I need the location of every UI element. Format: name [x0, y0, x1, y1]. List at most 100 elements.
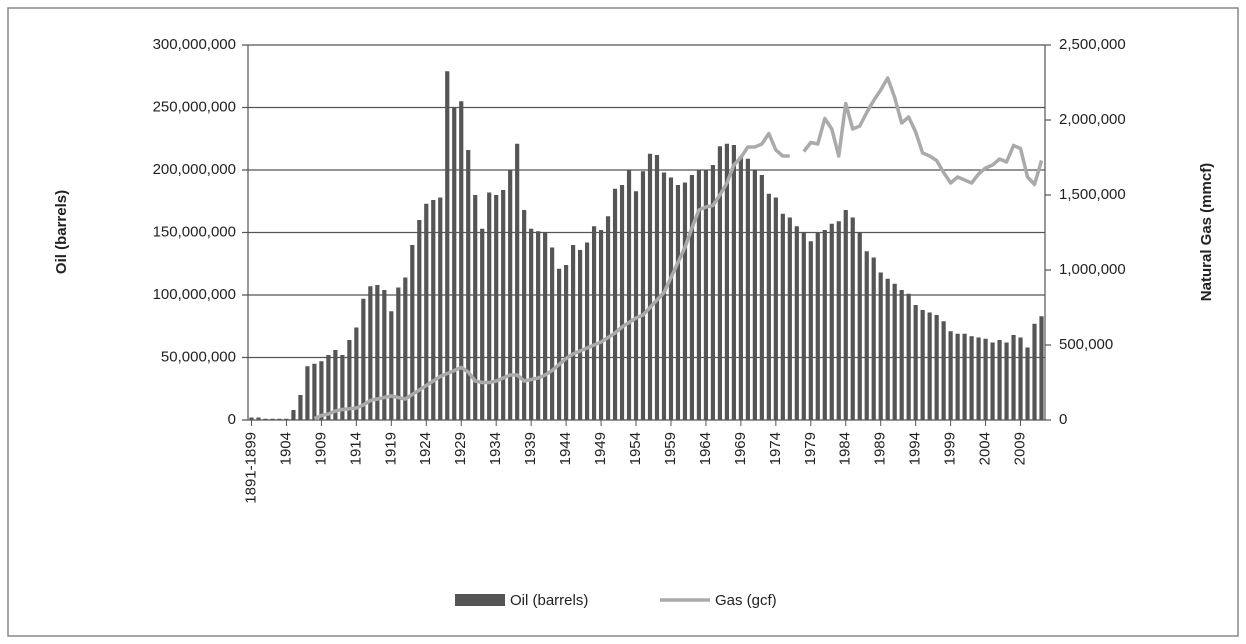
bar — [738, 156, 743, 420]
bar — [501, 190, 506, 420]
bar — [396, 287, 401, 420]
bar — [382, 290, 387, 420]
bar — [354, 327, 359, 420]
y2-tick-label: 500,000 — [1059, 336, 1113, 353]
bar — [934, 315, 939, 420]
bar — [871, 257, 876, 420]
bar — [459, 101, 464, 420]
y2-axis-title: Natural Gas (mmcf) — [1198, 163, 1215, 301]
bar — [389, 311, 394, 420]
bar — [522, 210, 527, 420]
y2-tick-label: 1,500,000 — [1059, 186, 1126, 203]
bar — [515, 143, 520, 420]
bar — [417, 220, 422, 420]
bar — [955, 333, 960, 420]
bar — [249, 417, 254, 420]
x-tick-label: 1924 — [417, 432, 434, 465]
bar — [962, 333, 967, 420]
bar — [878, 272, 883, 420]
bar — [312, 363, 317, 420]
x-tick-label: 1954 — [627, 432, 644, 465]
bar — [375, 285, 380, 420]
x-tick-label: 1904 — [277, 432, 294, 465]
bar — [361, 298, 366, 420]
bar — [403, 277, 408, 420]
bar — [997, 340, 1002, 420]
bar — [1004, 342, 1009, 420]
bar — [591, 226, 597, 420]
bar — [612, 188, 618, 420]
y2-tick-label: 2,500,000 — [1059, 36, 1126, 53]
bar — [843, 210, 848, 420]
bar — [647, 153, 653, 420]
bar — [752, 170, 757, 420]
bar — [822, 230, 827, 420]
x-tick-label: 1939 — [522, 432, 539, 465]
bar — [696, 170, 702, 420]
x-tick-label: 1914 — [347, 432, 364, 465]
y2-tick-label: 1,000,000 — [1059, 261, 1126, 278]
bar — [270, 418, 275, 420]
bar — [640, 171, 646, 420]
bar — [298, 395, 303, 420]
bar — [305, 366, 310, 420]
x-tick-label: 1979 — [802, 432, 819, 465]
bar — [326, 355, 331, 420]
bar — [675, 185, 681, 420]
bar — [857, 232, 862, 420]
x-tick-label: 1909 — [312, 432, 329, 465]
bar — [536, 231, 541, 420]
bar — [368, 286, 373, 420]
bar — [256, 417, 261, 420]
bar — [745, 158, 750, 420]
bar — [291, 410, 296, 420]
bar — [263, 418, 268, 420]
x-tick-label: 2004 — [977, 432, 994, 465]
bar — [766, 193, 771, 420]
y-tick-label: 300,000,000 — [153, 36, 236, 53]
bar — [836, 221, 841, 420]
bar — [605, 216, 611, 420]
bar — [710, 165, 716, 420]
y-tick-label: 0 — [228, 411, 236, 428]
bar — [794, 226, 799, 420]
bar — [948, 331, 953, 420]
x-tick-label: 1944 — [557, 432, 574, 465]
bar — [1025, 347, 1030, 420]
bar — [780, 213, 785, 420]
bar — [969, 336, 974, 420]
bar — [983, 338, 988, 420]
y-axis-title: Oil (barrels) — [53, 190, 70, 274]
x-tick-label: 1989 — [872, 432, 889, 465]
bar — [529, 228, 534, 420]
x-tick-label: 1929 — [452, 432, 469, 465]
bar — [466, 150, 471, 420]
x-tick-label: 1964 — [697, 432, 714, 465]
x-tick-label: 1959 — [662, 432, 679, 465]
bar — [787, 217, 792, 420]
y-tick-label: 250,000,000 — [153, 98, 236, 115]
bar — [598, 230, 604, 420]
bar — [990, 342, 995, 420]
bar — [487, 192, 492, 420]
bar — [577, 250, 583, 420]
x-tick-label: 1934 — [487, 432, 504, 465]
bar — [480, 228, 485, 420]
bar — [626, 170, 632, 420]
bar — [773, 197, 778, 420]
y-tick-label: 200,000,000 — [153, 161, 236, 178]
bar — [808, 241, 813, 420]
bar — [564, 265, 569, 420]
y-tick-label: 150,000,000 — [153, 223, 236, 240]
x-tick-label: 1969 — [732, 432, 749, 465]
bar — [717, 146, 723, 420]
bar — [340, 355, 345, 420]
bar — [941, 321, 946, 420]
bar — [333, 350, 338, 420]
bar — [885, 278, 890, 420]
bar — [920, 310, 925, 420]
line — [313, 76, 1044, 421]
bar — [347, 340, 352, 420]
